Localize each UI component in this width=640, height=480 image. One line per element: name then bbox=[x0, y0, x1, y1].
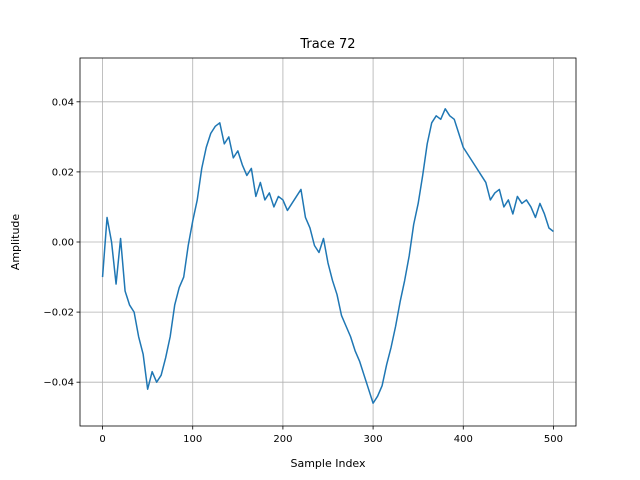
grid-lines bbox=[80, 58, 576, 426]
series-line bbox=[101, 108, 554, 404]
axis-ticks: 0 100 200 300 400 500 −0.04 −0.02 0.00 0.02 0.04 bbox=[43, 97, 563, 445]
y-axis-label: Amplitude bbox=[9, 214, 22, 271]
x-axis-label: Sample Index bbox=[290, 457, 366, 470]
x-tick-label: 300 bbox=[364, 434, 383, 445]
x-tick-label: 400 bbox=[454, 434, 473, 445]
y-tick-label: −0.04 bbox=[43, 378, 74, 389]
x-tick-label: 100 bbox=[183, 434, 202, 445]
x-tick-label: 200 bbox=[273, 434, 292, 445]
x-tick-label: 500 bbox=[544, 434, 563, 445]
series-layer bbox=[101, 108, 554, 404]
y-tick-label: −0.02 bbox=[43, 308, 74, 319]
y-tick-label: 0.04 bbox=[52, 97, 74, 108]
y-tick-label: 0.02 bbox=[52, 167, 74, 178]
chart-title: Trace 72 bbox=[299, 37, 355, 52]
y-tick-label: 0.00 bbox=[52, 238, 74, 249]
x-tick-label: 0 bbox=[99, 434, 105, 445]
